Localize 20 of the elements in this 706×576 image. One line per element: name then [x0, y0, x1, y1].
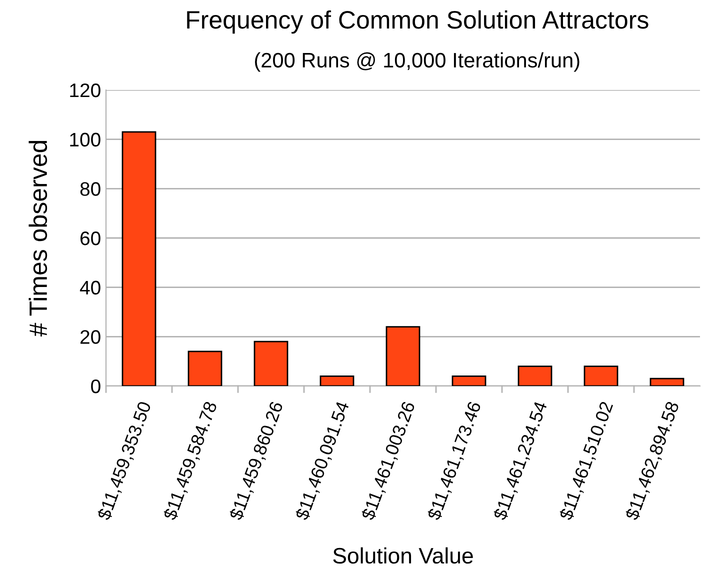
chart-subtitle: (200 Runs @ 10,000 Iterations/run): [254, 52, 580, 72]
bar: [518, 366, 552, 386]
bar: [320, 375, 354, 386]
bar: [386, 326, 420, 386]
y-tick-label: 40: [80, 280, 100, 295]
bar: [650, 378, 684, 386]
y-tick-label: 80: [80, 182, 100, 196]
bar: [254, 340, 288, 386]
y-tick-label: 120: [70, 83, 100, 98]
y-tick-label: 20: [80, 330, 100, 344]
y-tick-label: 60: [80, 231, 100, 246]
y-tick-label: 100: [70, 132, 100, 147]
y-axis-title: # Times observed: [28, 140, 48, 337]
bar: [584, 366, 618, 386]
x-axis-title: Solution Value: [333, 547, 473, 564]
y-tick-label: 0: [91, 379, 100, 394]
bar: [188, 350, 222, 386]
bar: [122, 131, 156, 386]
bar: [452, 375, 486, 386]
chart-title: Frequency of Common Solution Attractors: [187, 10, 648, 34]
